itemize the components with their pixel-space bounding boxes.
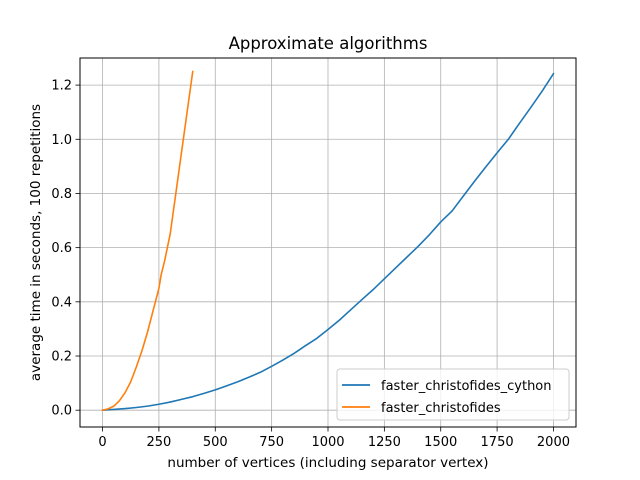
y-tick-label: 1.2 xyxy=(51,79,72,94)
y-axis-label: average time in seconds, 100 repetitions xyxy=(28,104,44,381)
y-tick-label: 0.4 xyxy=(51,295,72,310)
legend: faster_christofides_cython faster_christ… xyxy=(336,368,570,421)
x-tick-label: 1250 xyxy=(368,435,401,450)
legend-label-faster-christofides: faster_christofides xyxy=(381,401,501,416)
grid-lines xyxy=(80,58,576,427)
y-axis: 0.0 0.2 0.4 0.6 0.8 1.0 1.2 xyxy=(51,79,80,419)
x-axis: 0 250 500 750 1000 1250 1500 1750 2000 xyxy=(98,427,570,450)
x-tick-label: 750 xyxy=(259,435,284,450)
x-tick-label: 250 xyxy=(146,435,171,450)
series-layer xyxy=(101,70,555,412)
y-tick-label: 0.8 xyxy=(51,187,72,202)
x-tick-label: 1000 xyxy=(311,435,344,450)
x-tick-label: 500 xyxy=(203,435,228,450)
y-tick-label: 1.0 xyxy=(51,133,72,148)
x-tick-label: 1750 xyxy=(481,435,514,450)
y-tick-label: 0.0 xyxy=(51,404,72,419)
y-tick-label: 0.2 xyxy=(51,350,72,365)
chart-title: Approximate algorithms xyxy=(229,34,428,53)
x-axis-label: number of vertices (including separator … xyxy=(167,455,488,471)
legend-box xyxy=(336,368,570,421)
legend-label-faster-christofides-cython: faster_christofides_cython xyxy=(381,379,552,394)
x-tick-label: 1500 xyxy=(424,435,457,450)
y-tick-label: 0.6 xyxy=(51,241,72,256)
x-tick-label: 0 xyxy=(98,435,106,450)
x-tick-label: 2000 xyxy=(537,435,570,450)
series-line-faster-christofides-cython xyxy=(101,72,555,412)
series-line-faster-christofides xyxy=(101,70,194,412)
